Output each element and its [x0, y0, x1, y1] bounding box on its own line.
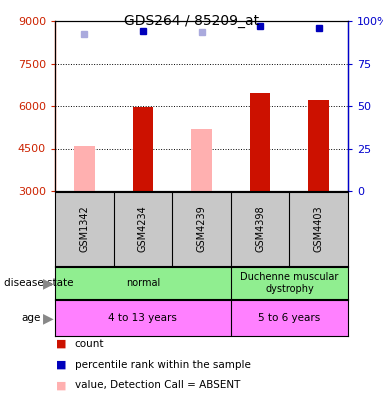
Text: percentile rank within the sample: percentile rank within the sample — [75, 360, 250, 369]
Text: disease state: disease state — [4, 278, 73, 288]
Text: normal: normal — [126, 278, 160, 288]
Text: ■: ■ — [56, 380, 66, 390]
Text: GSM4234: GSM4234 — [138, 206, 148, 252]
Text: ■: ■ — [56, 339, 66, 349]
Text: value, Detection Call = ABSENT: value, Detection Call = ABSENT — [75, 380, 240, 390]
Text: count: count — [75, 339, 104, 349]
Text: age: age — [21, 313, 41, 323]
Bar — [308, 100, 329, 191]
Text: 4 to 13 years: 4 to 13 years — [108, 313, 177, 323]
Bar — [74, 146, 95, 191]
Text: ▶: ▶ — [43, 311, 53, 325]
Text: GDS264 / 85209_at: GDS264 / 85209_at — [124, 14, 259, 28]
Text: ■: ■ — [56, 360, 66, 369]
Text: GSM4239: GSM4239 — [196, 206, 206, 252]
Bar — [191, 129, 212, 191]
Text: GSM4398: GSM4398 — [255, 206, 265, 252]
Bar — [133, 107, 153, 191]
Text: 5 to 6 years: 5 to 6 years — [258, 313, 321, 323]
Bar — [250, 93, 270, 191]
Text: ▶: ▶ — [43, 276, 53, 290]
Text: Duchenne muscular
dystrophy: Duchenne muscular dystrophy — [240, 272, 339, 294]
Text: GSM1342: GSM1342 — [79, 206, 89, 252]
Text: GSM4403: GSM4403 — [314, 206, 324, 252]
